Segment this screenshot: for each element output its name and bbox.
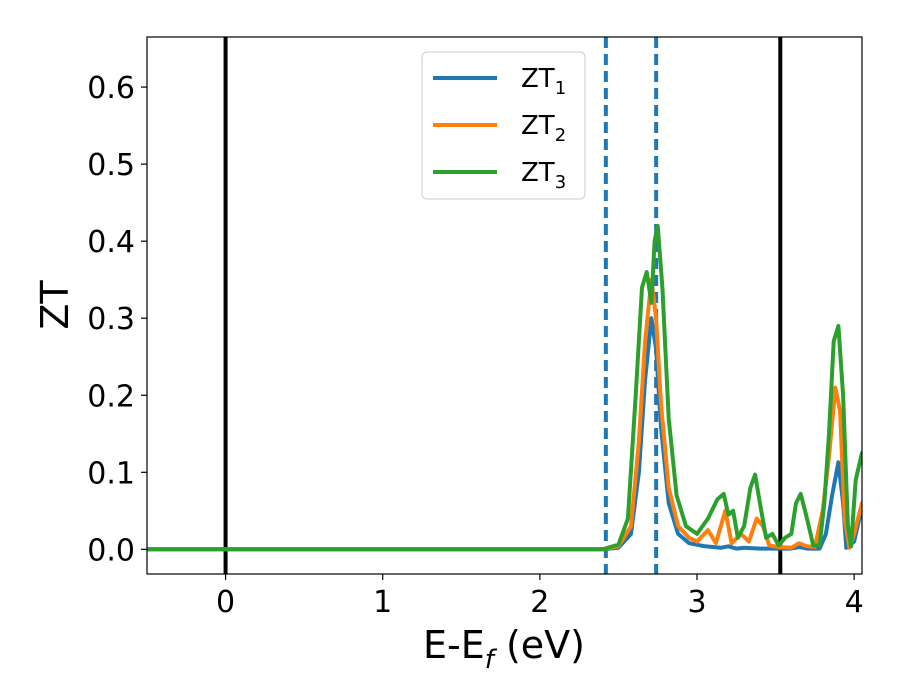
y-tick-label: 0.3 [87, 302, 135, 337]
y-tick-label: 0.5 [87, 148, 135, 183]
series-lines [147, 223, 862, 552]
y-tick-label: 0.2 [87, 379, 135, 414]
x-tick-label: 4 [845, 585, 864, 620]
legend-label-zt2: ZT2 [521, 111, 566, 146]
x-axis-ticks: 0 1 2 3 4 [216, 574, 864, 620]
x-tick-label: 2 [530, 585, 549, 620]
x-tick-label: 0 [216, 585, 235, 620]
y-tick-label: 0.6 [87, 71, 135, 106]
series-line-zt3 [147, 223, 862, 552]
x-axis-label: E-Ef (eV) [423, 623, 585, 675]
y-tick-label: 0.4 [87, 225, 135, 260]
legend-label-zt1: ZT1 [521, 64, 566, 99]
series-line-zt1 [147, 316, 862, 552]
y-axis-label: ZT [33, 280, 77, 330]
legend-label-zt3: ZT3 [521, 158, 566, 193]
x-tick-label: 3 [687, 585, 706, 620]
y-tick-label: 0.0 [87, 533, 135, 568]
plot-frame [146, 36, 863, 575]
y-tick-label: 0.1 [87, 456, 135, 491]
legend: ZT1 ZT2 ZT3 [421, 51, 586, 200]
legend-box [421, 51, 586, 200]
x-tick-label: 1 [373, 585, 392, 620]
reference-lines [223, 37, 783, 574]
y-axis-ticks: 0.0 0.1 0.2 0.3 0.4 0.5 0.6 [87, 71, 147, 568]
